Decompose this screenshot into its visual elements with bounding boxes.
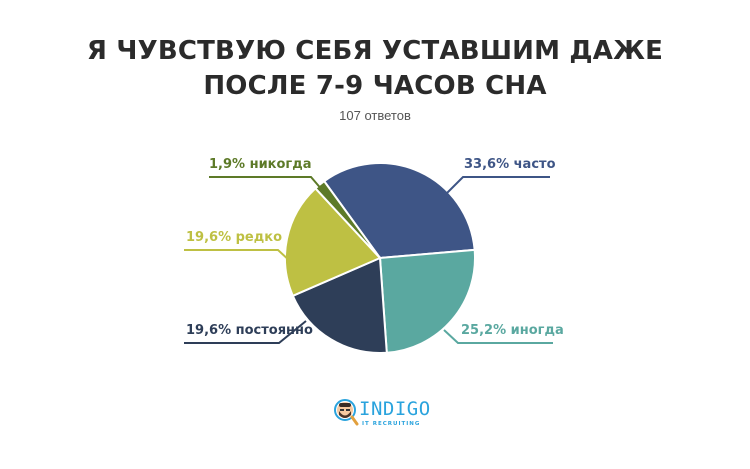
label-often: 33,6% часто xyxy=(464,157,556,172)
title-line-2: ПОСЛЕ 7-9 ЧАСОВ СНА xyxy=(203,71,547,101)
pie-slices xyxy=(283,162,476,354)
response-count: 107 ответов xyxy=(339,108,411,123)
pie-slice-4 xyxy=(313,179,381,259)
leader-line-sometimes xyxy=(443,329,553,344)
label-never: 1,9% никогда xyxy=(209,157,312,172)
label-sometimes: 25,2% иногда xyxy=(461,323,564,338)
indigo-logo: INDIGO IT RECRUITING xyxy=(334,398,430,432)
chart-title: Я ЧУВСТВУЮ СЕБЯ УСТАВШИМ ДАЖЕ ПОСЛЕ 7-9 … xyxy=(0,34,750,104)
magnifier-avatar-icon xyxy=(334,399,359,426)
pie-slice-0 xyxy=(322,162,476,260)
pie-slice-1 xyxy=(378,248,476,354)
leader-line-never xyxy=(209,176,324,192)
label-constantly: 19,6% постоянно xyxy=(186,323,313,338)
leader-line-constantly xyxy=(184,320,307,344)
pie-slice-3 xyxy=(283,186,382,298)
label-rarely: 19,6% редко xyxy=(186,230,283,245)
logo-name: INDIGO xyxy=(359,398,431,420)
pie-slice-2 xyxy=(291,256,388,354)
title-line-1: Я ЧУВСТВУЮ СЕБЯ УСТАВШИМ ДАЖЕ xyxy=(86,36,664,66)
logo-tagline: IT RECRUITING xyxy=(362,421,421,427)
leader-line-often xyxy=(444,176,550,196)
leader-line-rarely xyxy=(184,249,292,263)
